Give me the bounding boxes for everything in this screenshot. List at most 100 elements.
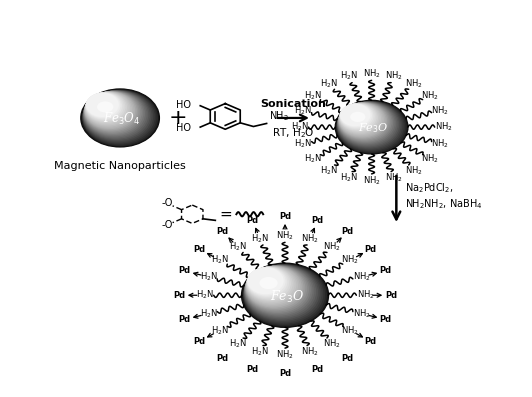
Ellipse shape	[85, 92, 132, 127]
Ellipse shape	[247, 267, 287, 297]
Ellipse shape	[247, 267, 284, 294]
Text: Pd: Pd	[178, 266, 190, 276]
Text: H$_2$N: H$_2$N	[340, 70, 358, 83]
Ellipse shape	[243, 264, 323, 324]
Ellipse shape	[84, 91, 137, 130]
Ellipse shape	[340, 104, 373, 129]
Text: Pd: Pd	[246, 366, 259, 374]
Ellipse shape	[85, 91, 135, 129]
Text: Pd: Pd	[217, 227, 229, 236]
Text: -O: -O	[161, 220, 172, 230]
Ellipse shape	[97, 101, 113, 112]
Ellipse shape	[80, 88, 160, 148]
Text: Pd: Pd	[178, 315, 190, 324]
Text: Pd: Pd	[380, 315, 392, 324]
Ellipse shape	[244, 264, 322, 322]
Text: NH$_2$: NH$_2$	[323, 241, 341, 253]
Ellipse shape	[86, 93, 121, 118]
Text: HO: HO	[176, 100, 190, 110]
Text: Pd: Pd	[246, 216, 259, 225]
Ellipse shape	[339, 103, 383, 135]
Ellipse shape	[84, 91, 145, 137]
Ellipse shape	[82, 90, 158, 146]
Text: Pd: Pd	[312, 366, 324, 374]
Text: NH$_2$: NH$_2$	[405, 164, 423, 177]
Ellipse shape	[86, 93, 119, 117]
Ellipse shape	[337, 102, 396, 145]
Ellipse shape	[339, 103, 377, 131]
Ellipse shape	[338, 102, 387, 139]
Text: H$_2$N: H$_2$N	[229, 241, 247, 253]
Ellipse shape	[338, 102, 386, 137]
Ellipse shape	[338, 102, 395, 144]
Text: Pd: Pd	[193, 337, 205, 346]
Ellipse shape	[337, 101, 404, 151]
Ellipse shape	[337, 102, 401, 149]
Ellipse shape	[83, 91, 147, 138]
Ellipse shape	[85, 92, 130, 125]
Ellipse shape	[338, 102, 393, 143]
Text: H$_2$N: H$_2$N	[211, 254, 229, 266]
Ellipse shape	[246, 266, 296, 304]
Text: H$_2$N: H$_2$N	[294, 104, 312, 117]
Text: Pd: Pd	[364, 245, 377, 254]
Text: NH$_2$: NH$_2$	[342, 324, 359, 337]
Ellipse shape	[245, 266, 309, 313]
Text: NH$_2$: NH$_2$	[269, 109, 288, 123]
Text: H$_2$N: H$_2$N	[340, 172, 358, 184]
Ellipse shape	[84, 91, 140, 133]
Text: Pd: Pd	[217, 354, 229, 363]
Text: NH$_2$: NH$_2$	[363, 67, 380, 80]
Ellipse shape	[244, 265, 318, 320]
Ellipse shape	[337, 101, 402, 150]
Text: NH$_2$: NH$_2$	[421, 152, 439, 165]
Text: NH$_2$: NH$_2$	[323, 337, 341, 350]
Text: H$_2$N: H$_2$N	[304, 152, 322, 165]
Ellipse shape	[83, 91, 148, 139]
Ellipse shape	[82, 90, 155, 144]
Ellipse shape	[246, 266, 298, 305]
Ellipse shape	[86, 93, 124, 121]
Text: -O: -O	[161, 198, 172, 208]
Text: Fe$_3$O$_4$: Fe$_3$O$_4$	[103, 111, 141, 127]
Text: H$_2$N: H$_2$N	[251, 232, 269, 245]
Text: Na$_2$PdCl$_2$,
NH$_2$NH$_2$, NaBH$_4$: Na$_2$PdCl$_2$, NH$_2$NH$_2$, NaBH$_4$	[405, 181, 483, 211]
Text: HO: HO	[176, 123, 190, 133]
Text: NH$_2$: NH$_2$	[385, 172, 403, 184]
Ellipse shape	[340, 104, 372, 127]
Ellipse shape	[337, 101, 405, 152]
Text: Fe$_3$O: Fe$_3$O	[358, 121, 389, 135]
Ellipse shape	[247, 267, 291, 300]
Ellipse shape	[339, 103, 375, 130]
Ellipse shape	[85, 92, 129, 124]
Text: NH$_2$: NH$_2$	[353, 307, 370, 320]
Text: H$_2$N: H$_2$N	[200, 307, 218, 320]
Ellipse shape	[86, 93, 122, 119]
Text: H$_2$N: H$_2$N	[304, 89, 322, 102]
Ellipse shape	[246, 266, 300, 306]
Text: Pd: Pd	[193, 245, 205, 254]
Text: H$_2$N: H$_2$N	[320, 77, 338, 90]
Text: Pd: Pd	[341, 354, 353, 363]
Text: RT, H$_2$O: RT, H$_2$O	[272, 127, 314, 140]
Ellipse shape	[244, 265, 314, 317]
Text: Pd: Pd	[341, 227, 353, 236]
Ellipse shape	[83, 91, 150, 140]
Ellipse shape	[246, 267, 293, 301]
Ellipse shape	[243, 264, 325, 325]
Text: Pd: Pd	[380, 266, 392, 276]
Text: NH$_2$: NH$_2$	[342, 254, 359, 266]
Text: H$_2$N: H$_2$N	[229, 337, 247, 350]
Ellipse shape	[245, 265, 313, 316]
Text: Pd: Pd	[279, 212, 291, 221]
Text: H$_2$N: H$_2$N	[200, 271, 218, 283]
Text: H$_2$N: H$_2$N	[294, 137, 312, 150]
Text: NH$_2$: NH$_2$	[301, 232, 319, 245]
Ellipse shape	[335, 100, 408, 154]
Ellipse shape	[338, 102, 390, 141]
Ellipse shape	[340, 104, 370, 126]
Text: NH$_2$: NH$_2$	[356, 289, 374, 301]
Ellipse shape	[85, 92, 126, 122]
Ellipse shape	[81, 89, 159, 147]
Text: H$_2$N: H$_2$N	[320, 164, 338, 177]
